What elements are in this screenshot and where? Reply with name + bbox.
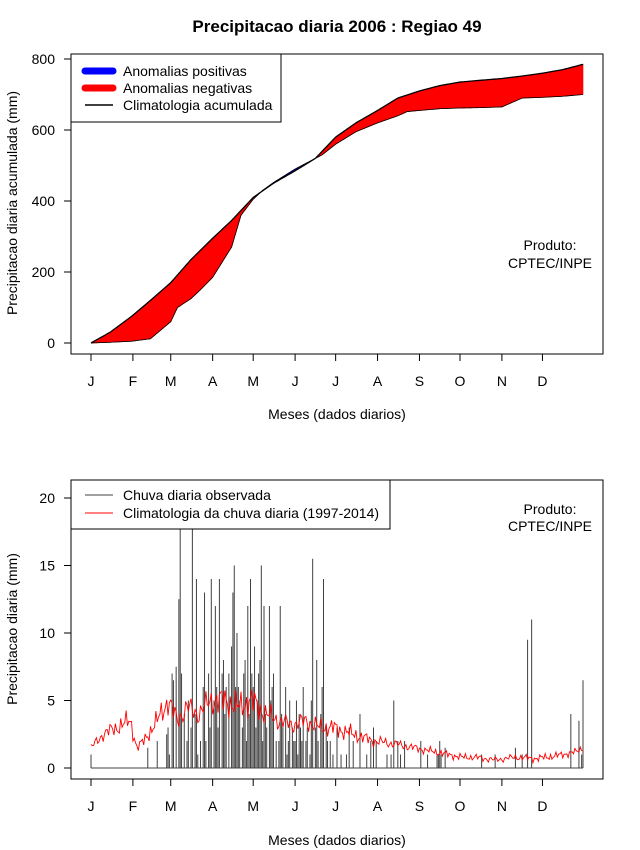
anomaly-segment (581, 63, 584, 95)
legend-label-positive: Anomalias positivas (123, 63, 247, 79)
top-x-tick-label: O (455, 373, 466, 389)
top-y-axis: 0 200 400 600 800 (32, 51, 72, 351)
bottom-x-tick-label: A (208, 798, 218, 814)
top-x-tick-label: J (332, 373, 339, 389)
top-legend: Anomalias positivas Anomalias negativas … (70, 53, 282, 123)
top-x-tick-label: D (537, 373, 547, 389)
top-x-tick-label: J (292, 373, 299, 389)
observed-accumulated-line (90, 94, 584, 344)
bottom-x-tick-label: D (537, 798, 547, 814)
top-y-tick-label: 200 (32, 264, 56, 280)
bottom-x-tick-label: N (497, 798, 507, 814)
top-y-tick-label: 0 (47, 335, 55, 351)
figure-title: Precipitacao diaria 2006 : Regiao 49 (192, 17, 481, 36)
top-product-label: Produto: (524, 237, 577, 253)
legend-label-climatology: Climatologia acumulada (123, 97, 273, 113)
bottom-y-tick-label: 0 (47, 760, 55, 776)
top-accumulated-chart: 0 200 400 600 800 J F M A M J J A S O N D Precipitacao … (4, 51, 604, 422)
bottom-y-tick-label: 20 (39, 490, 55, 506)
bottom-legend-box (70, 479, 391, 530)
bottom-y-axis: 0 5 10 15 20 (39, 490, 72, 776)
top-y-tick-label: 800 (32, 51, 56, 67)
bottom-y-axis-label: Precipitacao diaria (mm) (4, 553, 20, 705)
bottom-product-label: Produto: (524, 501, 577, 517)
bottom-y-tick-label: 15 (39, 558, 55, 574)
climatology-accumulated-line (90, 63, 584, 344)
legend-label-observed: Chuva diaria observada (123, 487, 271, 503)
top-x-tick-label: M (247, 373, 259, 389)
bottom-x-tick-label: J (292, 798, 299, 814)
top-x-axis-label: Meses (dados diarios) (268, 406, 406, 422)
bottom-x-axis-label: Meses (dados diarios) (268, 832, 406, 848)
top-x-tick-label: M (165, 373, 177, 389)
top-y-tick-label: 600 (32, 122, 56, 138)
bottom-daily-chart: 0 5 10 15 20 J F M A M J J A S O N D Precipitacao diari… (4, 479, 604, 848)
bottom-x-tick-label: F (129, 798, 138, 814)
bottom-y-tick-label: 5 (47, 693, 55, 709)
top-y-axis-label: Precipitacao diaria acumulada (mm) (4, 91, 20, 315)
bottom-x-tick-label: S (415, 798, 424, 814)
top-x-tick-label: F (129, 373, 138, 389)
legend-label-negative: Anomalias negativas (123, 80, 252, 96)
bottom-x-tick-label: J (88, 798, 95, 814)
top-x-tick-label: A (208, 373, 218, 389)
top-x-tick-label: A (373, 373, 383, 389)
bottom-y-tick-label: 10 (39, 625, 55, 641)
top-y-tick-label: 400 (32, 193, 56, 209)
bottom-product-source: CPTEC/INPE (508, 518, 592, 534)
top-x-tick-label: J (88, 373, 95, 389)
bottom-legend: Chuva diaria observada Climatologia da c… (70, 479, 391, 530)
daily-climatology-line (90, 689, 584, 765)
top-plot-marks (90, 63, 584, 344)
bottom-x-tick-label: J (332, 798, 339, 814)
bottom-plot-marks (90, 525, 584, 769)
bottom-x-tick-label: O (455, 798, 466, 814)
top-x-tick-label: N (497, 373, 507, 389)
legend-label-clim-daily: Climatologia da chuva diaria (1997-2014) (123, 505, 379, 521)
top-product-source: CPTEC/INPE (508, 255, 592, 271)
bottom-x-tick-label: M (247, 798, 259, 814)
bottom-x-tick-label: A (373, 798, 383, 814)
bottom-x-tick-label: M (165, 798, 177, 814)
top-x-tick-label: S (415, 373, 424, 389)
